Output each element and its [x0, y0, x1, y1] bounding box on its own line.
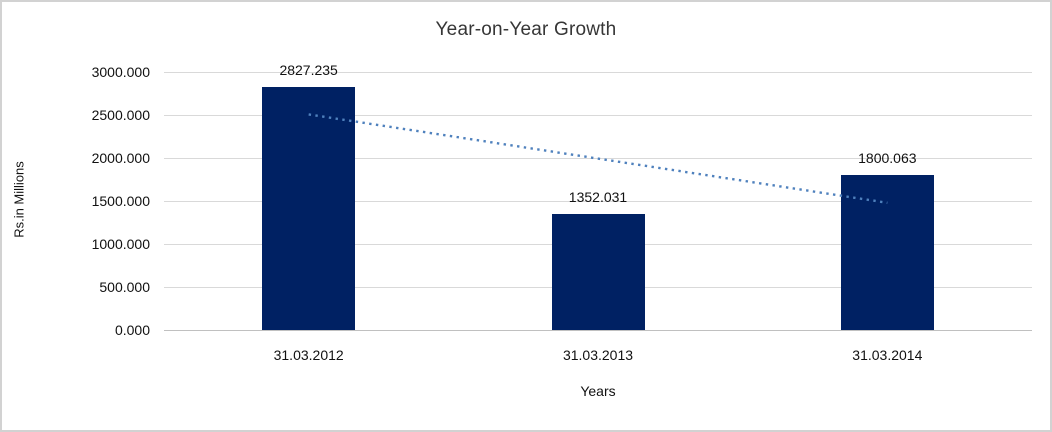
bar-data-label: 1352.031 — [568, 188, 628, 205]
bar — [551, 213, 645, 330]
x-tick-label: 31.03.2014 — [852, 347, 923, 363]
bar-data-label: 1800.063 — [858, 150, 917, 167]
y-tick-label: 2500.000 — [91, 107, 150, 123]
gridline — [164, 71, 1032, 73]
y-tick-label: 0.000 — [114, 322, 150, 338]
bar — [840, 175, 934, 330]
y-tick-label: 3000.000 — [91, 64, 150, 80]
x-tick-label: 31.03.2012 — [273, 347, 344, 363]
y-tick-label: 1000.000 — [91, 236, 150, 252]
x-axis-title: Years — [580, 383, 616, 399]
y-tick-label: 1500.000 — [91, 193, 150, 209]
y-tick-label: 2000.000 — [91, 150, 150, 166]
x-axis-line — [164, 329, 1032, 331]
bar-data-label: 2827.235 — [279, 61, 338, 78]
y-tick-label: 500.000 — [99, 279, 150, 295]
x-tick-label: 31.03.2013 — [562, 347, 634, 363]
chart-title: Year-on-Year Growth — [435, 19, 617, 40]
bar — [262, 86, 356, 330]
